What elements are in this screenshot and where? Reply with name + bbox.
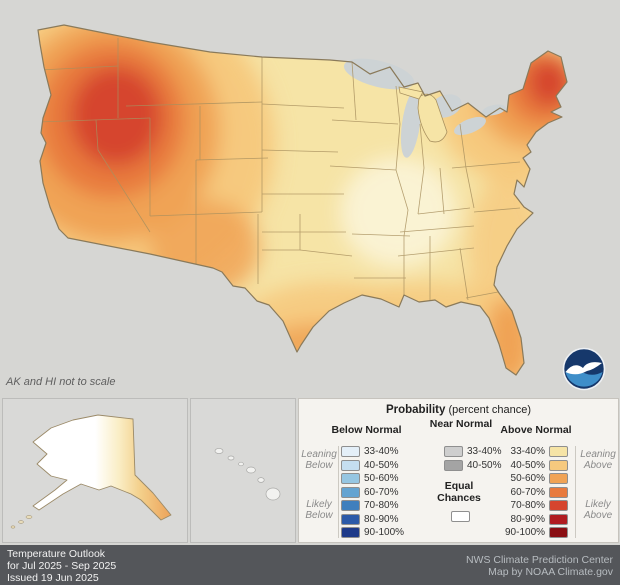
noaa-logo-icon bbox=[562, 347, 606, 391]
legend-row: 70-80% bbox=[341, 500, 404, 511]
legend-row: 40-50% bbox=[444, 459, 502, 471]
legend-swatch-label: 60-70% bbox=[510, 486, 545, 498]
leaning-below-label: Leaning Below bbox=[301, 449, 337, 471]
legend-swatch-label: 40-50% bbox=[467, 459, 502, 471]
legend-row: 40-50% bbox=[505, 459, 568, 471]
color-swatch bbox=[341, 446, 360, 457]
below-normal-column: 33-40% 40-50% 50-60% 60-70% 70-80% bbox=[341, 446, 404, 538]
legend-row: 60-70% bbox=[341, 486, 404, 498]
legend-row: 90-100% bbox=[341, 527, 404, 538]
above-normal-header: Above Normal bbox=[500, 424, 572, 436]
likely-above-label: Likely Above bbox=[583, 499, 613, 521]
legend-swatch-label: 80-90% bbox=[364, 513, 399, 525]
near-normal-header: Near Normal bbox=[429, 418, 493, 430]
color-swatch bbox=[444, 446, 463, 457]
color-swatch bbox=[341, 513, 360, 525]
color-swatch bbox=[549, 459, 568, 471]
hawaii-map-svg bbox=[214, 448, 281, 501]
hawaii-inset bbox=[190, 398, 296, 543]
color-swatch bbox=[341, 527, 360, 538]
footer-title: Temperature Outlook bbox=[7, 548, 106, 560]
color-swatch bbox=[549, 513, 568, 525]
aleutian-islands bbox=[10, 515, 33, 529]
legend-swatch-label: 90-100% bbox=[364, 527, 405, 538]
footer-bar: Temperature Outlook for Jul 2025 - Sep 2… bbox=[0, 545, 620, 585]
legend-divider-right bbox=[575, 446, 576, 538]
legend-swatch-label: 40-50% bbox=[364, 459, 399, 471]
legend-row: 70-80% bbox=[505, 500, 568, 511]
legend-row: 33-40% bbox=[444, 446, 501, 457]
hawaii-islands bbox=[214, 448, 281, 501]
above-normal-column: 33-40% 40-50% 50-60% 60-70% 70-80% bbox=[505, 446, 568, 538]
legend-swatch-label: 33-40% bbox=[510, 446, 545, 457]
color-swatch bbox=[549, 473, 568, 484]
legend-swatch-label: 60-70% bbox=[364, 486, 399, 498]
legend-swatch-label: 50-60% bbox=[364, 473, 399, 484]
footer-outlook-info: Temperature Outlook for Jul 2025 - Sep 2… bbox=[7, 548, 116, 584]
bottom-strip: Probability (percent chance) Below Norma… bbox=[0, 397, 620, 545]
color-swatch bbox=[549, 527, 568, 538]
equal-chances-swatch bbox=[451, 511, 470, 522]
legend-panel: Probability (percent chance) Below Norma… bbox=[298, 398, 619, 543]
scale-note: AK and HI not to scale bbox=[6, 376, 116, 388]
legend-swatch-label: 33-40% bbox=[467, 446, 502, 457]
legend-row: 60-70% bbox=[505, 486, 568, 498]
state-borders bbox=[38, 38, 521, 301]
legend-title: Probability (percent chance) bbox=[385, 404, 532, 416]
legend-row: 50-60% bbox=[505, 473, 568, 484]
color-swatch bbox=[341, 473, 360, 484]
alaska-map-svg bbox=[10, 414, 172, 529]
below-normal-header: Below Normal bbox=[331, 424, 402, 436]
legend-divider-left bbox=[338, 446, 339, 538]
great-lakes bbox=[343, 58, 506, 158]
legend-swatch-label: 70-80% bbox=[510, 500, 545, 511]
footer-credit: NWS Climate Prediction Center Map by NOA… bbox=[466, 554, 613, 578]
color-swatch bbox=[341, 500, 360, 511]
color-swatch bbox=[549, 500, 568, 511]
legend-row: 33-40% bbox=[341, 446, 404, 457]
legend-swatch-label: 33-40% bbox=[364, 446, 399, 457]
conus-map-svg bbox=[37, 24, 568, 376]
legend-row: 90-100% bbox=[505, 527, 568, 538]
near-normal-column: 33-40% 40-50% bbox=[444, 446, 501, 471]
legend-row: 80-90% bbox=[341, 513, 404, 525]
footer-issued: Issued 19 Jun 2025 bbox=[7, 572, 99, 584]
color-swatch bbox=[444, 459, 463, 471]
color-swatch bbox=[549, 446, 568, 457]
equal-chances-label: Equal Chances bbox=[437, 480, 481, 504]
legend-swatch-label: 90-100% bbox=[505, 527, 546, 538]
legend-row: 40-50% bbox=[341, 459, 404, 471]
alaska-shape bbox=[32, 414, 172, 521]
legend-swatch-label: 50-60% bbox=[510, 473, 545, 484]
footer-period: for Jul 2025 - Sep 2025 bbox=[7, 560, 117, 572]
alaska-inset bbox=[2, 398, 188, 543]
legend-swatch-label: 40-50% bbox=[510, 459, 545, 471]
legend-swatch-label: 70-80% bbox=[364, 500, 399, 511]
likely-below-label: Likely Below bbox=[305, 499, 333, 521]
footer-agency: NWS Climate Prediction Center bbox=[465, 554, 613, 566]
legend-swatch-label: 80-90% bbox=[510, 513, 545, 525]
legend-row: 33-40% bbox=[505, 446, 568, 457]
legend-row: 80-90% bbox=[505, 513, 568, 525]
conus-map-area: AK and HI not to scale bbox=[6, 24, 606, 391]
color-swatch bbox=[549, 486, 568, 498]
footer-source: Map by NOAA Climate.gov bbox=[488, 566, 613, 578]
color-swatch bbox=[341, 486, 360, 498]
leaning-above-label: Leaning Above bbox=[580, 449, 616, 471]
legend-row: 50-60% bbox=[341, 473, 404, 484]
color-swatch bbox=[341, 459, 360, 471]
conus-outline bbox=[37, 24, 568, 376]
